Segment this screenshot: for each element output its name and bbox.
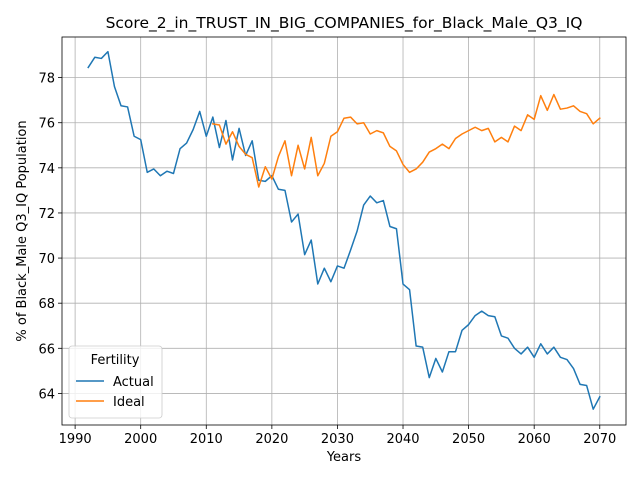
x-tick-label: 2020 <box>255 432 288 447</box>
legend-label-actual: Actual <box>113 375 154 390</box>
x-tick-label: 1990 <box>59 432 92 447</box>
y-tick-label: 66 <box>38 342 55 357</box>
legend-title: Fertility <box>91 353 140 368</box>
y-tick-label: 68 <box>38 297 55 312</box>
y-axis-label: % of Black_Male Q3_IQ Population <box>15 120 30 341</box>
y-tick-label: 70 <box>38 252 55 267</box>
axis-ticks: 1990 2000 2010 2020 2030 2040 2050 2060 2070 64 66… <box>38 72 616 447</box>
plot-area-frame <box>61 36 627 426</box>
y-tick-label: 64 <box>38 387 55 402</box>
x-tick-label: 2040 <box>386 432 419 447</box>
x-tick-label: 2060 <box>518 432 551 447</box>
series-line-ideal <box>211 93 601 188</box>
y-tick-label: 74 <box>38 162 55 177</box>
legend-label-ideal: Ideal <box>113 395 145 410</box>
x-tick-label: 2030 <box>321 432 354 447</box>
gridlines <box>62 37 626 425</box>
y-tick-label: 76 <box>38 117 55 132</box>
x-tick-label: 2000 <box>124 432 157 447</box>
series-line-actual <box>87 50 601 410</box>
y-tick-label: 72 <box>38 207 55 222</box>
x-tick-label: 2010 <box>190 432 223 447</box>
legend: Fertility Actual Ideal <box>68 345 163 419</box>
legend-frame <box>68 345 163 419</box>
series-lines <box>87 50 601 410</box>
chart-title: Score_2_in_TRUST_IN_BIG_COMPANIES_for_Bl… <box>106 14 583 33</box>
x-tick-label: 2050 <box>452 432 485 447</box>
x-tick-label: 2070 <box>583 432 616 447</box>
x-axis-label: Years <box>326 450 362 465</box>
y-tick-label: 78 <box>38 72 55 87</box>
